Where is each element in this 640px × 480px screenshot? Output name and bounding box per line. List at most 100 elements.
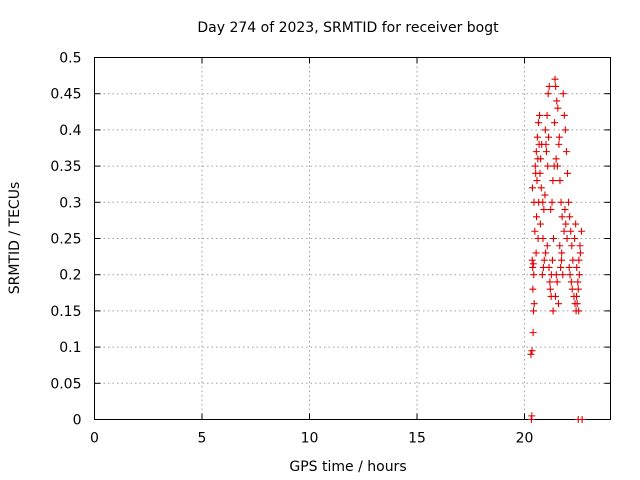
data-point [553,162,561,170]
data-point [573,263,581,271]
data-point [543,242,551,250]
data-point [530,300,538,308]
chart-title: Day 274 of 2023, SRMTID for receiver bog… [197,20,499,36]
data-point [533,177,541,185]
data-point [575,307,583,315]
x-tick-label: 20 [516,431,534,447]
data-point [527,350,535,358]
data-point [536,111,544,119]
data-point [569,256,577,264]
data-point [577,227,585,235]
data-point [532,148,540,156]
data-point [541,126,549,134]
data-point [545,263,553,271]
y-tick-label: 0 [73,413,82,429]
data-point [550,235,558,242]
data-point [544,162,552,170]
data-point [536,169,544,177]
x-tick-label: 15 [408,431,426,447]
data-point [542,140,550,148]
data-point [552,271,560,279]
data-point [572,220,580,228]
data-point [565,198,573,206]
data-point [540,256,548,264]
data-point [530,307,538,315]
data-point [561,126,569,134]
data-point [567,227,575,235]
data-point [549,307,557,315]
data-point [568,285,576,293]
data-point [529,285,537,293]
data-point [557,256,565,264]
data-point [553,278,561,286]
data-point [564,169,571,177]
data-point [528,184,536,192]
data-point [537,184,545,192]
data-point [571,235,579,242]
y-tick-label: 0.25 [50,232,81,248]
data-point [559,271,567,279]
data-point [536,220,544,228]
data-point [529,260,537,268]
y-tick-label: 0.15 [50,304,81,320]
data-point [552,155,560,163]
x-axis-label: GPS time / hours [289,459,406,475]
data-point [557,263,565,271]
data-point [575,256,583,264]
data-point [542,148,550,156]
data-point [542,249,550,257]
data-point [551,292,559,300]
y-axis-label: SRMTID / TECUs [7,182,23,295]
x-tick-label: 10 [301,431,319,447]
data-point [531,227,539,235]
data-point [547,206,555,214]
data-point [541,191,549,199]
data-point [545,133,553,141]
data-point [576,249,584,257]
data-point [557,198,565,206]
data-point [532,249,540,257]
data-point [558,249,566,257]
y-tick-label: 0.5 [59,51,81,67]
data-point [529,263,537,271]
data-point [574,285,582,293]
data-point [561,206,569,214]
data-point [537,155,545,163]
data-point [531,162,539,170]
data-point [575,271,583,279]
data-point [533,133,541,141]
data-point [529,329,537,337]
y-tick-label: 0.4 [59,123,81,139]
x-tick-label: 0 [90,431,99,447]
data-point [553,97,561,105]
data-point [568,242,576,250]
data-point [559,90,567,98]
data-point [562,220,570,228]
data-point [573,300,581,308]
data-points [527,75,586,423]
data-point [556,242,564,250]
data-point [556,177,564,185]
data-point [566,213,574,221]
y-tick-label: 0.05 [50,376,81,392]
data-point [548,198,556,206]
y-tick-label: 0.2 [59,268,81,284]
data-point [566,271,574,279]
data-point [538,271,546,279]
data-point [555,133,563,141]
data-point [551,75,559,83]
data-point [563,235,571,242]
data-point [528,256,536,264]
data-point [554,300,562,308]
data-point [562,148,570,156]
y-tick-label: 0.1 [59,340,81,356]
data-point [539,198,547,206]
y-tick-label: 0.45 [50,87,81,103]
data-point [543,111,551,119]
y-tick-label: 0.3 [59,195,81,211]
data-point [530,271,538,279]
x-tick-label: 5 [198,431,207,447]
data-point [548,256,556,264]
data-point [560,111,568,119]
plot-frame [94,57,611,420]
